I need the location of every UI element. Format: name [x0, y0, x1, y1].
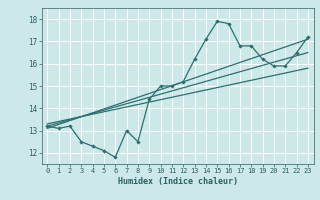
- X-axis label: Humidex (Indice chaleur): Humidex (Indice chaleur): [118, 177, 237, 186]
